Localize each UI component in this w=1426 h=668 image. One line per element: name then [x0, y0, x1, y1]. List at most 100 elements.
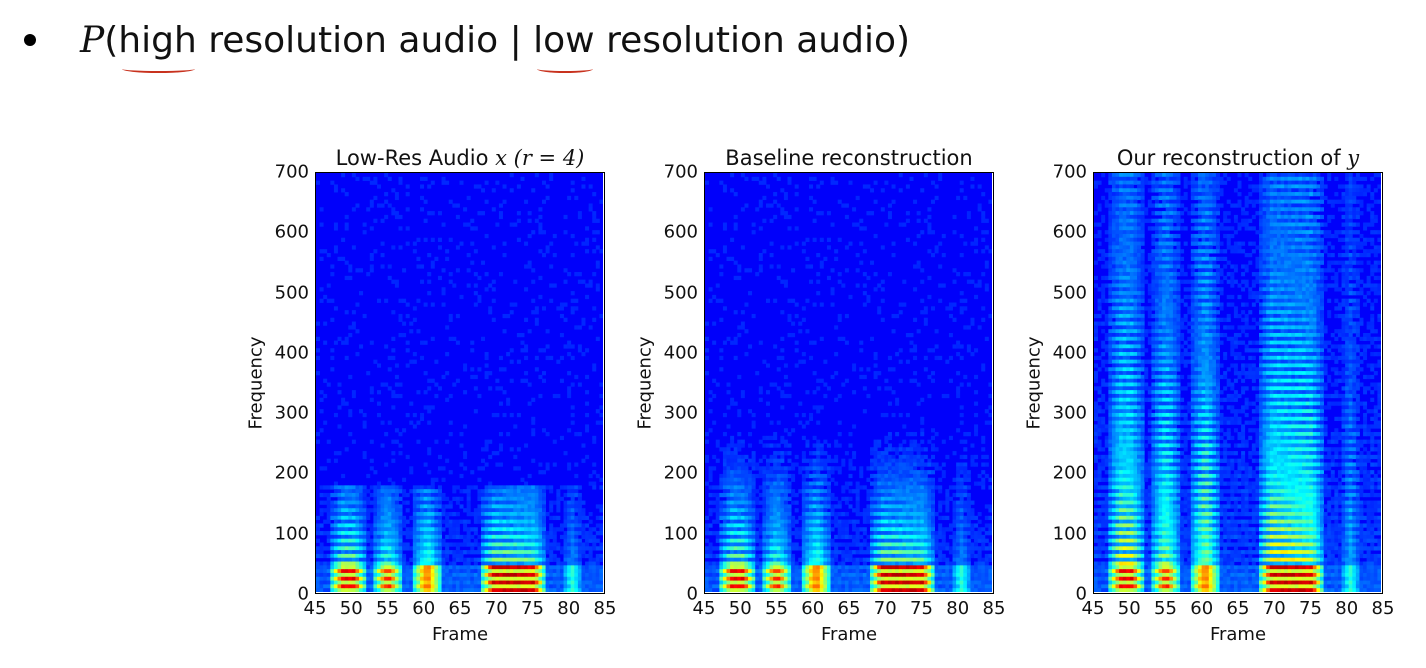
- heatmap-cell: [870, 519, 875, 524]
- heatmap-cell: [524, 561, 529, 566]
- heatmap-cell: [416, 569, 421, 574]
- heatmap-cell: [437, 572, 442, 578]
- heatmap-cell: [552, 557, 557, 562]
- heatmap-cell: [765, 561, 770, 566]
- heatmap-cell: [434, 477, 439, 482]
- heatmap-cell: [841, 485, 846, 490]
- heatmap-cell: [498, 485, 503, 490]
- heatmap-cell: [595, 569, 600, 574]
- heatmap-cell: [577, 496, 582, 501]
- heatmap-cell: [866, 572, 871, 578]
- heatmap-cell: [826, 546, 831, 551]
- heatmap-cell: [787, 572, 792, 578]
- heatmap-cell: [905, 466, 910, 471]
- heatmap-cell: [477, 565, 482, 570]
- heatmap-cell: [708, 508, 713, 513]
- heatmap-cell: [726, 466, 731, 471]
- heatmap-cell: [484, 447, 489, 452]
- heatmap-cell: [722, 531, 727, 536]
- heatmap-cell: [909, 576, 914, 581]
- heatmap-cell: [859, 226, 864, 231]
- heatmap-cell: [816, 496, 821, 501]
- heatmap-cell: [542, 561, 546, 566]
- heatmap-cell: [787, 527, 792, 532]
- heatmap-cell: [434, 523, 439, 528]
- heatmap-cell: [913, 519, 918, 524]
- heatmap-cell: [420, 195, 425, 201]
- heatmap-cell: [705, 371, 709, 376]
- heatmap-cell: [855, 542, 860, 547]
- heatmap-cell: [751, 569, 756, 574]
- heatmap-cell: [887, 477, 892, 482]
- heatmap-cell: [556, 500, 561, 505]
- heatmap-cell: [898, 443, 903, 448]
- heatmap-cell: [434, 256, 439, 262]
- heatmap-cell: [337, 504, 342, 509]
- heatmap-cell: [484, 569, 489, 574]
- heatmap-cell: [359, 291, 364, 296]
- heatmap-cell: [319, 523, 324, 528]
- heatmap-cell: [524, 443, 529, 448]
- heatmap-cell: [416, 237, 421, 242]
- heatmap-cell: [905, 553, 910, 559]
- heatmap-cell: [773, 382, 778, 387]
- spectrogram-panel-low-res: Low-Res Audio x (r = 4) Frame Frequency …: [236, 140, 617, 660]
- heatmap-cell: [326, 458, 331, 463]
- heatmap-cell: [355, 542, 360, 547]
- heatmap-cell: [463, 572, 468, 578]
- heatmap-cell: [502, 492, 507, 498]
- heatmap-cell: [423, 199, 428, 204]
- heatmap-cell: [330, 550, 335, 555]
- heatmap-cell: [441, 542, 446, 547]
- heatmap-cell: [524, 500, 529, 505]
- heatmap-cell: [834, 454, 839, 460]
- heatmap-cell: [524, 569, 529, 574]
- heatmap-cell: [737, 412, 742, 418]
- heatmap-cell: [715, 569, 720, 574]
- heatmap-cell: [880, 496, 885, 501]
- heatmap-cell: [341, 489, 346, 494]
- heatmap-cell: [542, 180, 546, 185]
- heatmap-cell: [740, 481, 745, 486]
- heatmap-cell: [559, 313, 564, 319]
- heatmap-cell: [376, 538, 381, 543]
- heatmap-cell: [495, 485, 500, 490]
- heatmap-cell: [387, 485, 392, 490]
- heatmap-cell: [787, 523, 792, 528]
- heatmap-cell: [373, 534, 378, 540]
- heatmap-cell: [542, 496, 546, 501]
- heatmap-cell: [719, 180, 724, 185]
- heatmap-cell: [740, 523, 745, 528]
- heatmap-cell: [787, 557, 792, 562]
- heatmap-cell: [826, 485, 831, 490]
- heatmap-cell: [740, 508, 745, 513]
- heatmap-cell: [823, 569, 828, 574]
- heatmap-cell: [712, 420, 717, 425]
- heatmap-cell: [733, 515, 738, 521]
- heatmap-cell: [362, 485, 367, 490]
- heatmap-cell: [319, 553, 324, 559]
- heatmap-cell: [776, 466, 781, 471]
- heatmap-cell: [542, 588, 546, 592]
- heatmap-cell: [333, 512, 338, 517]
- heatmap-cell: [733, 492, 738, 498]
- heatmap-cell: [834, 580, 839, 585]
- heatmap-cell: [542, 584, 546, 589]
- heatmap-cell: [592, 237, 597, 242]
- heatmap-cell: [488, 512, 493, 517]
- heatmap-cell: [794, 542, 799, 547]
- heatmap-cell: [898, 359, 903, 364]
- heatmap-cell: [751, 176, 756, 182]
- heatmap-cell: [348, 580, 353, 585]
- heatmap-cell: [398, 550, 403, 555]
- heatmap-cell: [816, 466, 821, 471]
- heatmap-cell: [898, 473, 903, 479]
- heatmap-cell: [830, 527, 835, 532]
- heatmap-cell: [448, 519, 453, 524]
- heatmap-cell: [538, 553, 543, 559]
- heatmap-cell: [495, 222, 500, 227]
- heatmap-cell: [319, 584, 324, 589]
- heatmap-cell: [574, 473, 579, 479]
- heatmap-cell: [545, 184, 550, 189]
- heatmap-cell: [809, 485, 814, 490]
